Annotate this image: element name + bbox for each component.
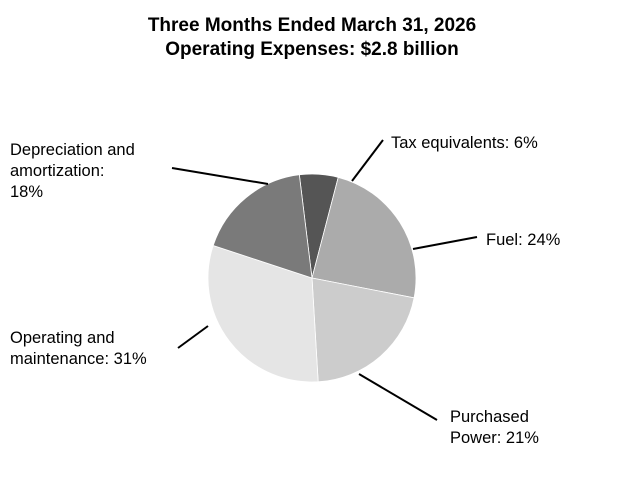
pie-slice-fuel — [311, 176, 417, 299]
slice-label-fuel: Fuel: 24% — [486, 231, 561, 249]
chart-title: Three Months Ended March 31, 2026 — [147, 15, 477, 36]
slice-label-purchased-power: Purchased Power: 21% — [450, 408, 539, 447]
leader-line-depreciation-amortization — [171, 167, 269, 185]
leader-line-operating-maintenance — [177, 325, 209, 349]
leader-line-tax-equivalents — [351, 139, 384, 182]
leader-line-purchased-power — [358, 373, 438, 421]
slice-label-depreciation-amortization: Depreciation and amortization: 18% — [10, 141, 135, 201]
chart-subtitle: Operating Expenses: $2.8 billion — [165, 39, 459, 60]
slice-label-operating-maintenance: Operating and maintenance: 31% — [10, 329, 147, 368]
pie-slice-depreciation-amortization — [212, 174, 313, 279]
pie-slice-purchased-power — [311, 277, 415, 383]
pie-slice-operating-maintenance — [207, 245, 319, 383]
chart-title-block: Three Months Ended March 31, 2026 Operat… — [0, 14, 624, 62]
slice-label-tax-equivalents: Tax equivalents: 6% — [391, 134, 538, 152]
leader-line-fuel — [412, 236, 478, 250]
